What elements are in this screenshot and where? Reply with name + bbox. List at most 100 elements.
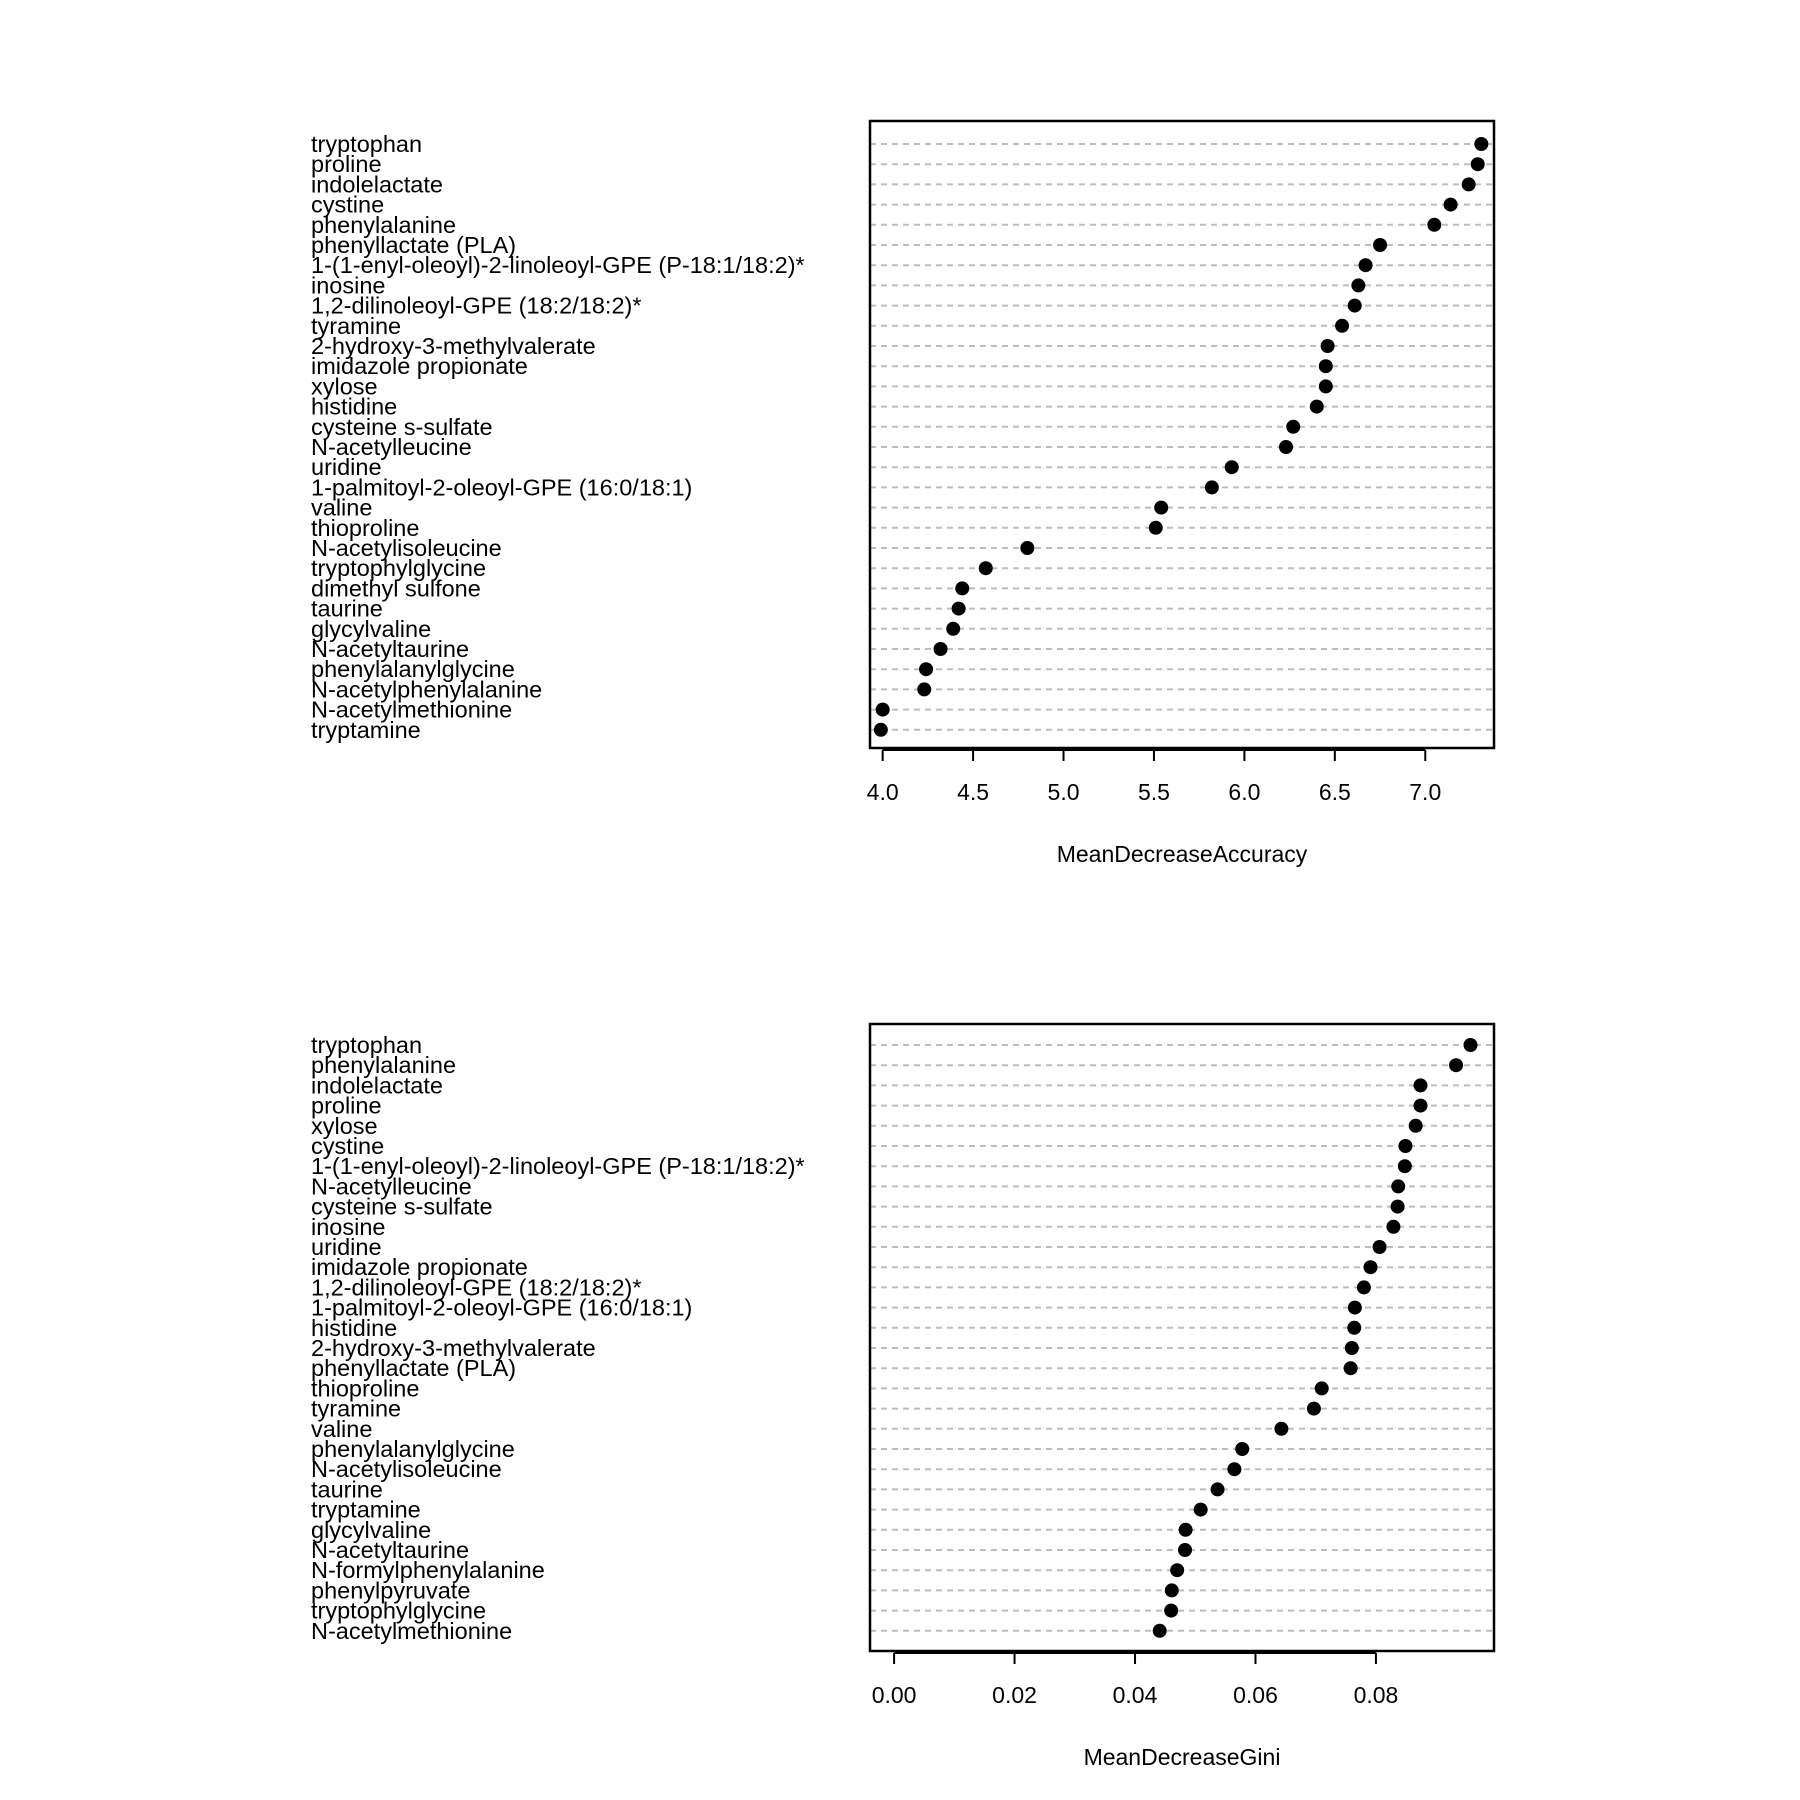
category-label: N-acetylmethionine — [311, 1618, 512, 1644]
category-label: 1,2-dilinoleoyl-GPE (18:2/18:2)* — [311, 1274, 641, 1300]
category-label: N-acetylisoleucine — [311, 1456, 502, 1482]
data-point — [1178, 1543, 1193, 1557]
data-point — [1390, 1199, 1405, 1214]
x-tick-label: 7.0 — [1409, 779, 1441, 805]
category-label: tyramine — [311, 1396, 401, 1422]
category-label: tryptamine — [311, 1497, 421, 1523]
data-point — [1306, 1401, 1321, 1416]
data-point — [919, 662, 934, 677]
category-label: 1,2-dilinoleoyl-GPE (18:2/18:2)* — [311, 293, 641, 319]
data-point — [1347, 1300, 1362, 1315]
category-label: indolelactate — [311, 171, 443, 197]
category-label: xylose — [311, 1113, 378, 1139]
x-tick-label: 0.06 — [1233, 1682, 1278, 1708]
data-point — [978, 561, 993, 576]
category-label: tryptophylglycine — [311, 1598, 486, 1624]
data-point — [1227, 1462, 1242, 1477]
data-point — [1397, 1159, 1412, 1174]
category-label: tyramine — [311, 313, 401, 339]
category-label: phenylalanylglycine — [311, 656, 515, 682]
dotchart-mean-decrease-accuracy: tryptophanprolineindolelactatecystinephe… — [311, 119, 1496, 867]
category-label: thioproline — [311, 515, 419, 541]
category-label: phenyllactate (PLA) — [311, 1355, 516, 1381]
category-label: cysteine s-sulfate — [311, 1194, 493, 1220]
category-label: histidine — [311, 1315, 397, 1341]
category-label: cystine — [311, 192, 384, 218]
category-label: N-acetylmethionine — [311, 697, 512, 723]
data-point — [1224, 460, 1239, 475]
data-point — [1193, 1502, 1208, 1517]
x-axis-title: MeanDecreaseAccuracy — [1057, 841, 1308, 867]
category-label: phenyllactate (PLA) — [311, 232, 516, 258]
category-label: 2-hydroxy-3-methylvalerate — [311, 333, 596, 359]
category-label: 1-palmitoyl-2-oleoyl-GPE (16:0/18:1) — [311, 1295, 692, 1321]
category-label: glycylvaline — [311, 616, 431, 642]
data-point — [1164, 1583, 1179, 1598]
data-point — [951, 601, 966, 616]
category-label: cysteine s-sulfate — [311, 414, 493, 440]
x-tick-label: 0.04 — [1113, 1682, 1158, 1708]
data-point — [1170, 1563, 1185, 1578]
category-label: valine — [311, 1416, 372, 1442]
data-point — [1347, 298, 1362, 313]
x-tick-label: 0.00 — [872, 1682, 917, 1708]
category-label: proline — [311, 151, 382, 177]
x-tick-label: 4.0 — [867, 779, 899, 805]
data-point — [1358, 258, 1373, 273]
category-label: N-acetylleucine — [311, 434, 472, 460]
data-point — [1356, 1280, 1371, 1295]
x-tick-label: 0.02 — [992, 1682, 1037, 1708]
data-point — [875, 702, 890, 717]
data-point — [1391, 1179, 1406, 1194]
category-label: tryptophan — [311, 1032, 422, 1058]
data-point — [1474, 137, 1489, 151]
category-label: taurine — [311, 596, 383, 622]
category-label: 2-hydroxy-3-methylvalerate — [311, 1335, 596, 1361]
category-label: 1-palmitoyl-2-oleoyl-GPE (16:0/18:1) — [311, 474, 692, 500]
category-label: taurine — [311, 1476, 383, 1502]
x-tick-label: 5.5 — [1138, 779, 1170, 805]
data-point — [933, 642, 948, 656]
x-tick-label: 6.0 — [1228, 779, 1260, 805]
plot-frame — [868, 1022, 1496, 1653]
category-label: N-acetylisoleucine — [311, 535, 502, 561]
data-point — [917, 682, 932, 697]
x-tick-label: 0.08 — [1354, 1682, 1399, 1708]
data-point — [1020, 541, 1035, 555]
x-tick-label: 5.0 — [1048, 779, 1080, 805]
category-label: histidine — [311, 394, 397, 420]
category-label: phenylalanylglycine — [311, 1436, 515, 1462]
data-point — [1413, 1078, 1428, 1093]
category-label: inosine — [311, 1214, 385, 1240]
data-point — [1274, 1421, 1289, 1436]
data-point — [1335, 318, 1350, 333]
category-label: N-formylphenylalanine — [311, 1557, 545, 1583]
category-label: N-acetyltaurine — [311, 1537, 469, 1563]
data-point — [1363, 1260, 1378, 1275]
category-label: 1-(1-enyl-oleoyl)-2-linoleoyl-GPE (P-18:… — [311, 252, 805, 278]
data-point — [1148, 520, 1163, 535]
category-label: valine — [311, 495, 372, 521]
x-axis-title: MeanDecreaseGini — [1084, 1744, 1281, 1770]
category-label: uridine — [311, 454, 382, 480]
data-point — [1279, 440, 1293, 454]
data-point — [955, 581, 970, 596]
category-label: dimethyl sulfone — [311, 575, 481, 601]
category-label: cystine — [311, 1133, 384, 1159]
data-point — [1449, 1058, 1464, 1073]
data-point — [1470, 157, 1485, 172]
category-label: tryptophylglycine — [311, 555, 486, 581]
data-point — [1344, 1341, 1359, 1355]
data-point — [1309, 399, 1324, 414]
data-point — [1154, 500, 1169, 515]
category-label: N-acetylphenylalanine — [311, 676, 542, 702]
category-label: N-acetyltaurine — [311, 636, 469, 662]
category-label: inosine — [311, 272, 385, 298]
data-point — [1427, 217, 1442, 232]
data-point — [946, 621, 961, 636]
data-point — [1164, 1603, 1179, 1618]
category-label: indolelactate — [311, 1072, 443, 1098]
data-point — [1443, 197, 1458, 212]
data-point — [1463, 1038, 1478, 1052]
